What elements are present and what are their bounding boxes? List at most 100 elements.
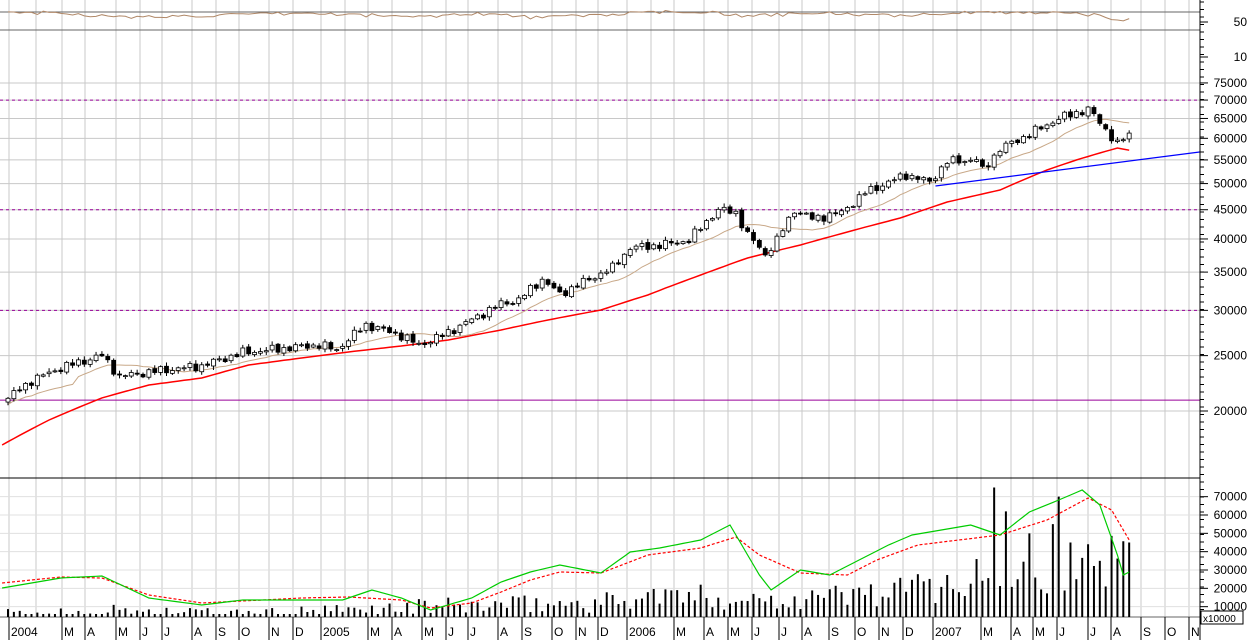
candle-body	[768, 250, 774, 256]
candle	[891, 176, 897, 184]
x-tick-label: N	[1191, 625, 1200, 639]
candle	[686, 238, 692, 245]
candle	[64, 360, 70, 375]
candle-body	[856, 194, 862, 207]
candle	[592, 277, 598, 283]
candle	[833, 209, 839, 217]
candle-body	[5, 397, 11, 403]
candle-body	[252, 351, 257, 355]
price-panel	[0, 99, 1200, 446]
candle	[1085, 105, 1091, 120]
candle-body	[486, 307, 492, 318]
candle-body	[809, 212, 815, 220]
x-tick-label: D	[295, 625, 304, 639]
x-tick-label: M	[370, 625, 380, 639]
x-tick-label: 2007	[935, 625, 962, 639]
candle	[962, 160, 968, 166]
candle	[522, 294, 527, 301]
candle	[756, 238, 762, 250]
x-tick-label: M	[1035, 625, 1045, 639]
candle	[528, 283, 533, 298]
candle	[774, 233, 780, 253]
candle-body	[745, 227, 751, 232]
candle	[633, 244, 639, 253]
candle	[304, 340, 310, 351]
candle	[680, 240, 686, 245]
candle	[11, 387, 17, 402]
candle	[1062, 110, 1067, 123]
x-tick-label: N	[578, 625, 587, 639]
gridlines	[0, 0, 1200, 618]
candle-body	[698, 229, 704, 231]
candle	[510, 301, 516, 306]
y-tick-label: 30000	[1214, 303, 1248, 317]
candle	[205, 361, 210, 368]
candle-body	[839, 210, 844, 216]
candle-body	[897, 173, 903, 180]
candle-body	[393, 331, 398, 334]
candle	[733, 208, 739, 217]
y-tick-label: 65000	[1214, 111, 1248, 125]
candle	[181, 365, 187, 372]
candle-body	[774, 235, 780, 252]
candle	[40, 373, 46, 378]
candle-body	[58, 369, 64, 372]
candle-body	[439, 334, 445, 337]
candle-body	[539, 278, 545, 289]
candle-body	[516, 297, 522, 304]
candle	[422, 339, 428, 348]
candle	[516, 294, 522, 307]
candle-body	[833, 212, 839, 215]
candle	[486, 305, 492, 321]
x-tick-label: S	[1143, 625, 1151, 639]
candle	[1015, 139, 1021, 146]
candle	[246, 344, 252, 356]
candle-body	[1103, 124, 1109, 130]
candle	[434, 331, 439, 347]
x-tick-label: O	[1167, 625, 1176, 639]
candle	[275, 342, 281, 355]
candle	[1038, 125, 1044, 131]
candle-body	[1021, 136, 1026, 144]
candle-body	[416, 342, 422, 345]
candle-body	[222, 358, 228, 363]
candle	[287, 345, 293, 353]
candle-body	[105, 356, 111, 361]
candle	[269, 341, 275, 353]
candle-body	[76, 359, 81, 366]
x-tick-label: J	[781, 625, 787, 639]
candle-body	[158, 366, 164, 373]
candle-body	[111, 359, 117, 375]
candle-body	[815, 214, 821, 221]
candle	[727, 204, 733, 215]
candle-body	[845, 207, 850, 212]
candle	[991, 153, 997, 171]
candle	[23, 382, 29, 394]
candle-body	[11, 390, 17, 400]
candle	[234, 352, 240, 358]
candle	[140, 372, 146, 379]
candle-body	[927, 177, 932, 182]
candle	[310, 342, 316, 349]
candle	[52, 368, 58, 373]
candle-body	[1073, 111, 1079, 118]
candle	[938, 165, 944, 182]
x-tick-label: M	[983, 625, 993, 639]
candle-body	[398, 332, 404, 341]
candle	[357, 327, 363, 333]
candle-body	[574, 285, 580, 288]
candle-body	[457, 324, 463, 333]
candle	[105, 353, 111, 363]
candle-body	[269, 344, 275, 351]
candle	[616, 259, 621, 266]
candle-body	[985, 165, 991, 168]
candle	[175, 366, 181, 374]
y-tick-label: 25000	[1214, 349, 1248, 363]
candle	[70, 359, 75, 369]
candle-body	[551, 282, 557, 289]
candle-body	[868, 186, 874, 194]
candle	[1056, 115, 1062, 125]
candle	[5, 397, 11, 406]
x-tick-label: A	[706, 625, 714, 639]
